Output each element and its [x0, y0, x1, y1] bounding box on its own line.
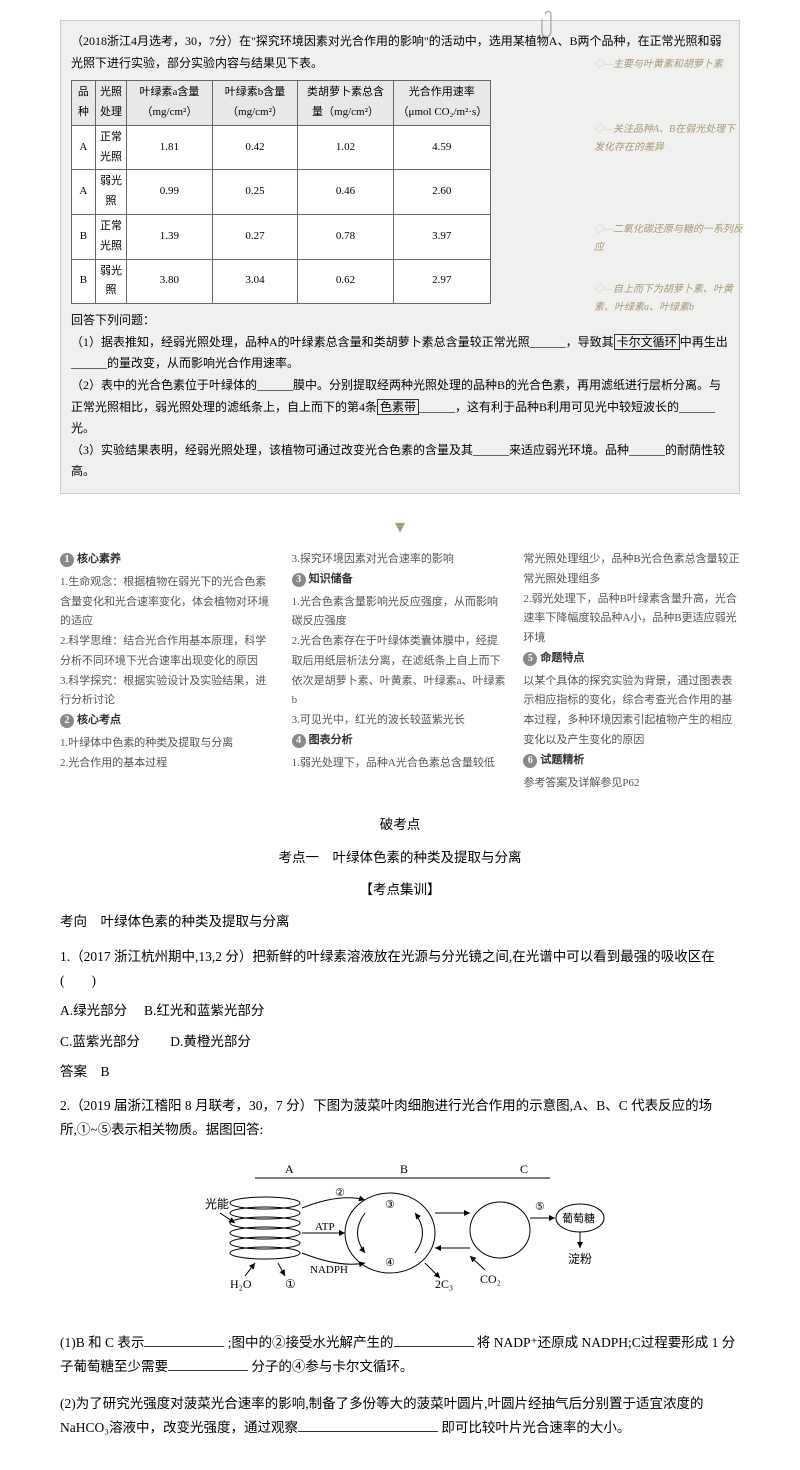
svg-text:③: ③ — [385, 1199, 395, 1211]
question-1: （1）据表推知，经弱光照处理，品种A的叶绿素总含量和类胡萝卜素总含量较正常光照_… — [71, 332, 729, 375]
table-row: B弱光照3.803.040.622.97 — [72, 259, 491, 304]
exam-question-box: （2018浙江4月选考，30，7分）在"探究环境因素对光合作用的影响"的活动中，… — [60, 20, 740, 494]
table-row: A弱光照0.990.250.462.60 — [72, 170, 491, 215]
question-3: （3）实验结果表明，经弱光照处理，该植物可通过改变光合色素的含量及其______… — [71, 440, 729, 483]
svg-text:葡萄糖: 葡萄糖 — [562, 1211, 595, 1225]
exam-questions: 回答下列问题： （1）据表推知，经弱光照处理，品种A的叶绿素总含量和类胡萝卜素总… — [71, 310, 729, 483]
main-content: 破考点 考点一 叶绿体色素的种类及提取与分离 【考点集训】 考向 叶绿体色素的种… — [60, 813, 740, 1440]
annotation-4: ◇—自上而下为胡萝卜素、叶黄素、叶绿素a、叶绿素b — [594, 281, 744, 317]
q2-sub1: (1)B 和 C 表示 ;图中的②接受水光解产生的 将 NADP⁺还原成 NAD… — [60, 1331, 740, 1380]
table-row: A正常光照1.810.421.024.59 — [72, 125, 491, 170]
svg-text:NADPH: NADPH — [310, 1264, 348, 1276]
paperclip-icon — [541, 11, 559, 39]
blank-field — [394, 1333, 474, 1347]
svg-text:②: ② — [335, 1187, 345, 1199]
table-row: B正常光照1.390.270.783.97 — [72, 214, 491, 259]
annotation-1: ◇—主要与叶黄素和胡萝卜素 — [594, 56, 744, 74]
section-title-3: 【考点集训】 — [60, 878, 740, 902]
table-header: 叶绿素a含量（mg/cm²） — [127, 81, 212, 126]
svg-text:④: ④ — [385, 1257, 395, 1269]
svg-text:B: B — [400, 1162, 408, 1176]
table-header: 品种 — [72, 81, 96, 126]
blank-field — [144, 1333, 224, 1347]
annotation-3: ◇—二氧化碳还原与糖的一系列反应 — [594, 221, 744, 257]
photosynthesis-diagram: A B C 光能 H₂O ① — [60, 1158, 740, 1316]
q2-sub2: (2)为了研究光强度对菠菜光合速率的影响,制备了多份等大的菠菜叶圆片,叶圆片经抽… — [60, 1392, 740, 1441]
section-title-1: 破考点 — [60, 813, 740, 837]
question-2: （2）表中的光合色素位于叶绿体的______膜中。分别提取经两种光照处理的品种B… — [71, 375, 729, 440]
blank-field — [298, 1418, 438, 1432]
topic-line: 考向 叶绿体色素的种类及提取与分离 — [60, 910, 740, 934]
svg-text:光能: 光能 — [205, 1197, 229, 1211]
svg-text:⑤: ⑤ — [535, 1201, 545, 1213]
q1-stem: 1.（2017 浙江杭州期中,13,2 分）把新鲜的叶绿素溶液放在光源与分光镜之… — [60, 945, 740, 994]
column-1: 1核心素养 1.生命观念：根据植物在弱光下的光合色素含量变化和光合速率变化，体会… — [60, 550, 277, 794]
q2-stem: 2.（2019 届浙江稽阳 8 月联考，30，7 分）下图为菠菜叶肉细胞进行光合… — [60, 1094, 740, 1143]
svg-text:A: A — [285, 1162, 294, 1176]
practice-q2: 2.（2019 届浙江稽阳 8 月联考，30，7 分）下图为菠菜叶肉细胞进行光合… — [60, 1094, 740, 1440]
svg-text:①: ① — [285, 1277, 296, 1291]
svg-text:淀粉: 淀粉 — [568, 1252, 592, 1266]
annotation-2: ◇—关注品种A、B在弱光处理下发化存在的差异 — [594, 121, 744, 157]
svg-text:C: C — [520, 1162, 528, 1176]
section-title-2: 考点一 叶绿体色素的种类及提取与分离 — [60, 846, 740, 870]
guidance-columns: 1核心素养 1.生命观念：根据植物在弱光下的光合色素含量变化和光合速率变化，体会… — [60, 550, 740, 794]
table-header: 光照处理 — [95, 81, 126, 126]
table-header: 类胡萝卜素总含量（mg/cm²） — [298, 81, 393, 126]
practice-q1: 1.（2017 浙江杭州期中,13,2 分）把新鲜的叶绿素溶液放在光源与分光镜之… — [60, 945, 740, 1084]
svg-text:ATP: ATP — [315, 1221, 335, 1233]
column-3: 常光照处理组少，品种B光合色素总含量较正常光照处理组多 2.弱光处理下，品种B叶… — [523, 550, 740, 794]
svg-text:2C₃: 2C₃ — [435, 1277, 453, 1291]
column-2: 3.探究环境因素对光合速率的影响 3知识储备 1.光合色素含量影响光反应强度，从… — [292, 550, 509, 794]
table-header: 光合作用速率（μmol CO₂/m²·s） — [393, 81, 490, 126]
thylakoid-icon — [230, 1197, 300, 1259]
table-header: 叶绿素b含量（mg/cm²） — [212, 81, 298, 126]
blank-field — [168, 1357, 248, 1371]
data-table: 品种光照处理叶绿素a含量（mg/cm²）叶绿素b含量（mg/cm²）类胡萝卜素总… — [71, 80, 491, 304]
q1-answer: 答案 B — [60, 1060, 740, 1084]
svg-text:CO₂: CO₂ — [480, 1272, 501, 1286]
arrow-down-icon: ▾ — [60, 509, 740, 545]
svg-text:H₂O: H₂O — [230, 1277, 252, 1291]
q1-options: A.绿光部分 B.红光和蓝紫光部分 — [60, 999, 740, 1023]
